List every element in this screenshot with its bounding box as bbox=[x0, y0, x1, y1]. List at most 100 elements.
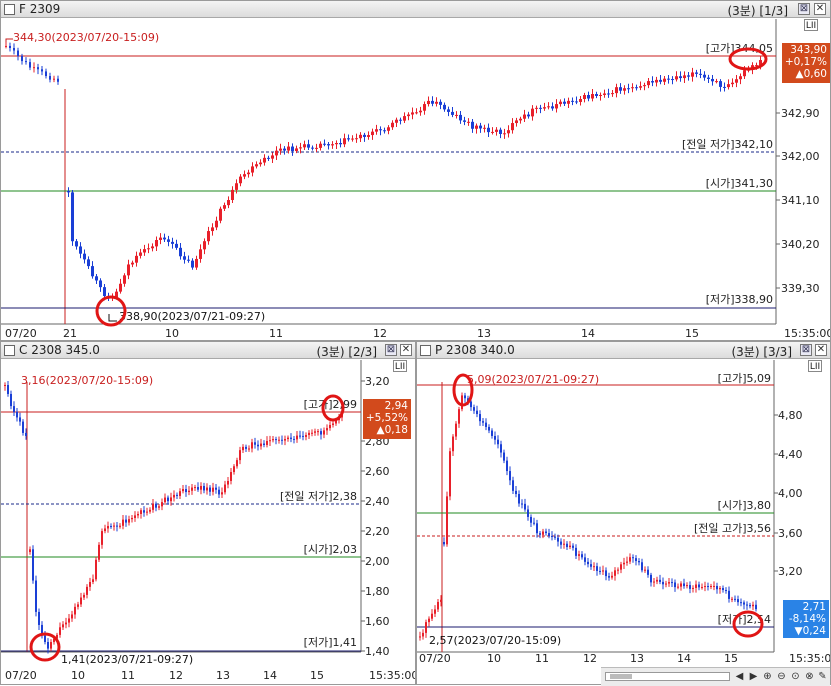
candle bbox=[467, 398, 469, 402]
futures-chart-panel[interactable]: F 2309 (3분) [1/3] ⊠ ✕ LII 342,90 342,00 34… bbox=[0, 0, 831, 341]
candle bbox=[608, 576, 610, 578]
change-amount: ▲0,60 bbox=[795, 68, 827, 80]
panel-status: (3분) [2/3] bbox=[316, 345, 377, 359]
tool-icon[interactable]: ✎ bbox=[818, 671, 827, 682]
candle bbox=[182, 489, 184, 492]
candle bbox=[399, 119, 402, 121]
close-icon[interactable]: ✕ bbox=[814, 3, 826, 15]
futures-candlestick-chart[interactable]: 342,90 342,00 341,10 340,20 339,30 07/20 21 10 1… bbox=[1, 1, 831, 341]
candle bbox=[89, 582, 91, 587]
candle bbox=[443, 542, 445, 545]
candle bbox=[536, 523, 538, 534]
candle bbox=[275, 439, 277, 441]
date-tick-label: 15 bbox=[310, 669, 324, 682]
high-price-label: [고가]5,09 bbox=[718, 372, 771, 385]
current-price: 2,71 bbox=[802, 601, 826, 613]
candle bbox=[278, 439, 280, 441]
prev-high-label: [전일 고가]3,56 bbox=[694, 521, 771, 535]
prev-low-label: [전일 저가]2,38 bbox=[280, 489, 357, 503]
candle bbox=[149, 509, 151, 512]
settings-icon[interactable]: ⊠ bbox=[798, 3, 810, 15]
day-divider-label: 21 bbox=[63, 327, 77, 340]
candle bbox=[171, 241, 174, 244]
candle bbox=[164, 497, 166, 503]
candle bbox=[74, 606, 76, 615]
candle bbox=[155, 240, 158, 247]
candle bbox=[152, 503, 154, 510]
candle bbox=[56, 634, 58, 639]
candle bbox=[463, 120, 466, 122]
candle bbox=[113, 525, 115, 527]
candle bbox=[167, 497, 169, 502]
candle bbox=[197, 487, 199, 490]
candle bbox=[455, 114, 458, 116]
put-option-chart-panel[interactable]: P 2308 340.0 (3분) [3/3] ⊠ ✕ LII 4,80 4,40… bbox=[416, 341, 831, 685]
call-candlestick-chart[interactable]: 3,202,802,602,402,202,001,801,601,4007/2… bbox=[1, 342, 416, 685]
candle bbox=[257, 444, 259, 447]
chart-type-icon[interactable]: LII bbox=[393, 360, 407, 372]
put-candlestick-chart[interactable]: 4,80 4,40 4,00 3,60 3,20 07/20 10 11 12 13 14 15 15:… bbox=[417, 342, 831, 685]
candle bbox=[203, 485, 205, 491]
candle bbox=[299, 435, 301, 437]
candle bbox=[13, 48, 15, 51]
close-icon[interactable]: ✕ bbox=[815, 344, 827, 356]
candle bbox=[159, 237, 162, 241]
candle bbox=[307, 144, 310, 148]
candle bbox=[134, 515, 136, 518]
candle bbox=[519, 118, 522, 121]
reset-zoom-icon[interactable]: ⊙ bbox=[791, 671, 800, 682]
candle bbox=[499, 129, 502, 134]
chart-type-icon[interactable]: LII bbox=[804, 19, 818, 31]
candle bbox=[559, 101, 562, 105]
candle bbox=[614, 570, 616, 576]
candle bbox=[611, 575, 613, 578]
scroll-track[interactable] bbox=[605, 672, 730, 681]
candle bbox=[548, 533, 550, 536]
candle bbox=[245, 446, 247, 449]
scroll-thumb[interactable] bbox=[610, 674, 632, 679]
panel-select-checkbox[interactable] bbox=[4, 4, 15, 15]
candle bbox=[131, 517, 133, 520]
zoom-out-icon[interactable]: ⊖ bbox=[777, 671, 786, 682]
candle bbox=[579, 98, 582, 102]
fit-icon[interactable]: ⊗ bbox=[805, 671, 814, 682]
candle bbox=[45, 71, 47, 77]
candle bbox=[689, 585, 691, 589]
candle bbox=[523, 114, 526, 119]
call-option-chart-panel[interactable]: C 2308 345.0 (3분) [2/3] ⊠ ✕ LII 3,20 2,80… bbox=[0, 341, 416, 685]
price-tick-label: 1,60 bbox=[365, 615, 390, 628]
candle bbox=[86, 586, 88, 595]
candle bbox=[527, 509, 529, 517]
candle bbox=[25, 432, 27, 436]
candle bbox=[547, 106, 550, 108]
candle bbox=[272, 439, 274, 441]
price-tick-label: 342,90 bbox=[781, 107, 820, 120]
scroll-right-icon[interactable]: ▶ bbox=[749, 671, 758, 682]
settings-icon[interactable]: ⊠ bbox=[800, 344, 812, 356]
candle bbox=[727, 84, 730, 88]
date-tick-label: 12 bbox=[169, 669, 183, 682]
panel-select-checkbox[interactable] bbox=[420, 345, 431, 356]
candle bbox=[521, 503, 523, 505]
price-tick-label: 339,30 bbox=[781, 282, 820, 295]
candle bbox=[41, 69, 43, 72]
candle bbox=[663, 78, 666, 82]
candle bbox=[299, 147, 302, 149]
price-tick-label: 1,40 bbox=[365, 645, 390, 658]
candle bbox=[236, 460, 238, 467]
candle bbox=[239, 450, 241, 461]
candle bbox=[110, 526, 112, 528]
candle bbox=[283, 148, 286, 151]
settings-icon[interactable]: ⊠ bbox=[385, 344, 397, 356]
price-tick-label: 2,60 bbox=[365, 465, 390, 478]
candle bbox=[485, 422, 487, 427]
candle bbox=[183, 256, 186, 260]
candle bbox=[719, 81, 722, 87]
close-icon[interactable]: ✕ bbox=[400, 344, 412, 356]
candle bbox=[161, 502, 163, 507]
candle bbox=[295, 148, 298, 151]
scroll-left-icon[interactable]: ◀ bbox=[735, 671, 744, 682]
panel-select-checkbox[interactable] bbox=[4, 345, 15, 356]
chart-type-icon[interactable]: LII bbox=[808, 360, 822, 372]
zoom-in-icon[interactable]: ⊕ bbox=[763, 671, 772, 682]
